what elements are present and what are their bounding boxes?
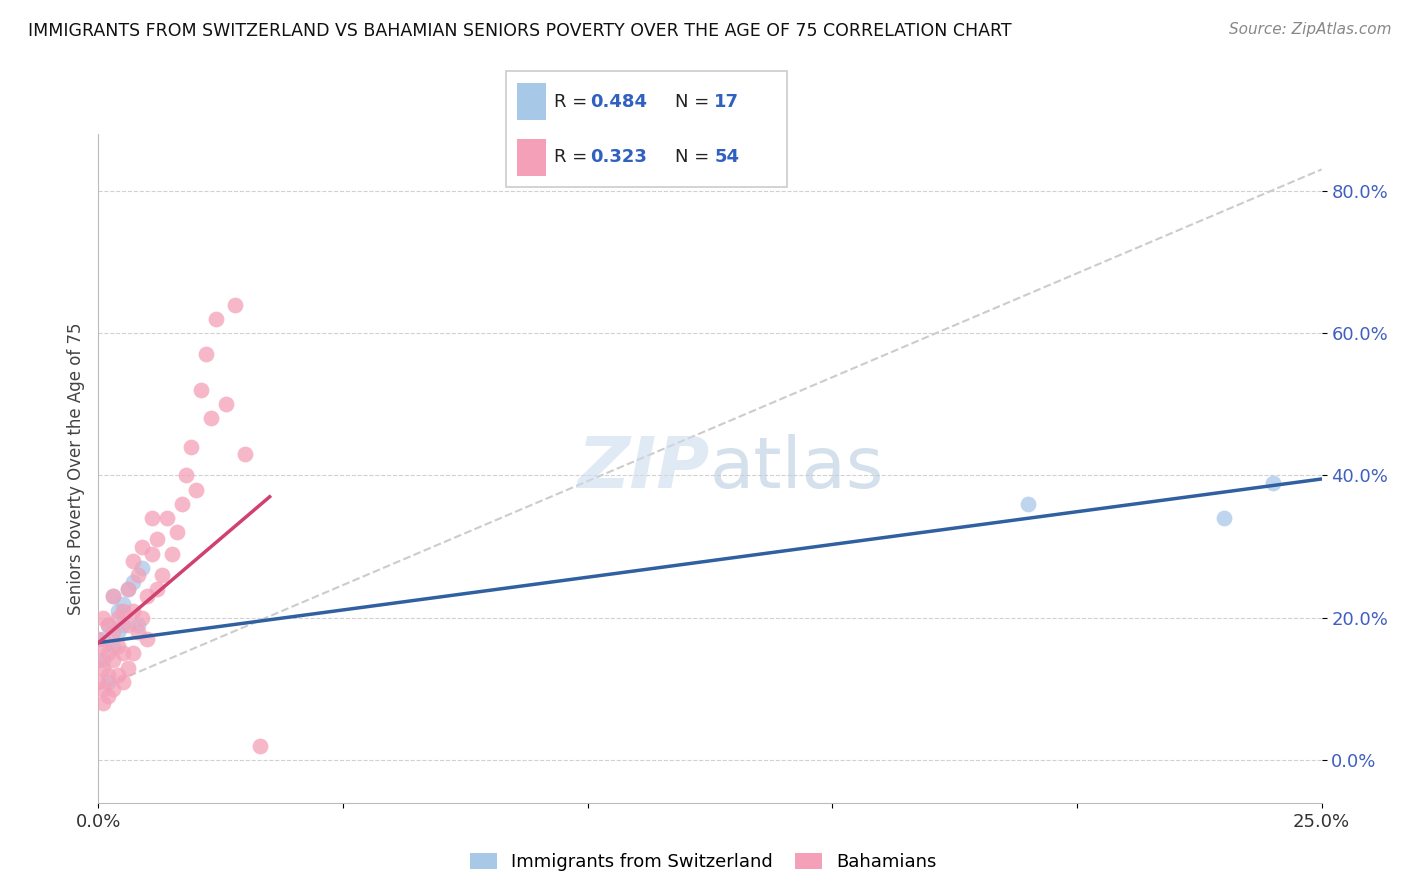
- Point: [131, 561, 153, 575]
- Point: [195, 347, 218, 361]
- Point: [111, 618, 134, 632]
- Point: [101, 639, 124, 653]
- Point: [111, 604, 134, 618]
- Point: [146, 582, 169, 597]
- Point: [180, 440, 202, 454]
- Point: [160, 547, 183, 561]
- Text: 54: 54: [714, 148, 740, 166]
- Bar: [517, 138, 546, 176]
- Point: [91, 681, 114, 696]
- Point: [141, 547, 163, 561]
- Point: [121, 604, 143, 618]
- Point: [214, 397, 236, 411]
- Point: [131, 540, 153, 554]
- Point: [190, 383, 212, 397]
- Point: [1212, 511, 1234, 525]
- Point: [186, 483, 208, 497]
- Point: [117, 660, 139, 674]
- Point: [224, 297, 246, 311]
- Point: [91, 653, 114, 667]
- Point: [121, 646, 143, 660]
- Point: [200, 411, 222, 425]
- Point: [111, 674, 134, 689]
- Point: [107, 611, 129, 625]
- Point: [136, 632, 159, 646]
- Point: [176, 468, 198, 483]
- Point: [127, 568, 149, 582]
- Point: [107, 639, 129, 653]
- Point: [101, 681, 124, 696]
- Point: [136, 590, 159, 604]
- Point: [127, 625, 149, 640]
- Text: N =: N =: [675, 93, 714, 111]
- Text: IMMIGRANTS FROM SWITZERLAND VS BAHAMIAN SENIORS POVERTY OVER THE AGE OF 75 CORRE: IMMIGRANTS FROM SWITZERLAND VS BAHAMIAN …: [28, 22, 1012, 40]
- Point: [205, 311, 228, 326]
- Point: [97, 674, 120, 689]
- Text: R =: R =: [554, 148, 593, 166]
- Point: [117, 582, 139, 597]
- Point: [166, 525, 188, 540]
- Legend: Immigrants from Switzerland, Bahamians: Immigrants from Switzerland, Bahamians: [463, 846, 943, 879]
- Point: [146, 533, 169, 547]
- Bar: [517, 83, 546, 120]
- Text: N =: N =: [675, 148, 714, 166]
- Point: [111, 597, 134, 611]
- Point: [117, 582, 139, 597]
- Point: [1261, 475, 1284, 490]
- Point: [107, 625, 129, 640]
- Point: [121, 575, 143, 590]
- Point: [97, 646, 120, 660]
- Text: 17: 17: [714, 93, 740, 111]
- Point: [91, 632, 114, 646]
- Point: [97, 618, 120, 632]
- Point: [1017, 497, 1039, 511]
- Text: Source: ZipAtlas.com: Source: ZipAtlas.com: [1229, 22, 1392, 37]
- Point: [131, 611, 153, 625]
- Point: [91, 660, 114, 674]
- Point: [107, 604, 129, 618]
- Point: [170, 497, 193, 511]
- Point: [91, 611, 114, 625]
- Text: 0.484: 0.484: [591, 93, 648, 111]
- Point: [156, 511, 179, 525]
- Text: R =: R =: [554, 93, 593, 111]
- Point: [141, 511, 163, 525]
- Point: [101, 625, 124, 640]
- Text: 0.323: 0.323: [591, 148, 647, 166]
- Point: [91, 639, 114, 653]
- Point: [107, 667, 129, 681]
- Text: atlas: atlas: [710, 434, 884, 503]
- Y-axis label: Seniors Poverty Over the Age of 75: Seniors Poverty Over the Age of 75: [66, 322, 84, 615]
- FancyBboxPatch shape: [506, 71, 787, 187]
- Point: [249, 739, 271, 753]
- Point: [117, 618, 139, 632]
- Point: [121, 554, 143, 568]
- Point: [127, 618, 149, 632]
- Point: [233, 447, 256, 461]
- Point: [111, 646, 134, 660]
- Point: [97, 689, 120, 703]
- Point: [101, 590, 124, 604]
- Point: [101, 653, 124, 667]
- Point: [97, 667, 120, 681]
- Text: ZIP: ZIP: [578, 434, 710, 503]
- Point: [87, 632, 110, 646]
- Point: [87, 653, 110, 667]
- Point: [150, 568, 173, 582]
- Point: [97, 618, 120, 632]
- Point: [91, 696, 114, 710]
- Point: [87, 674, 110, 689]
- Point: [101, 590, 124, 604]
